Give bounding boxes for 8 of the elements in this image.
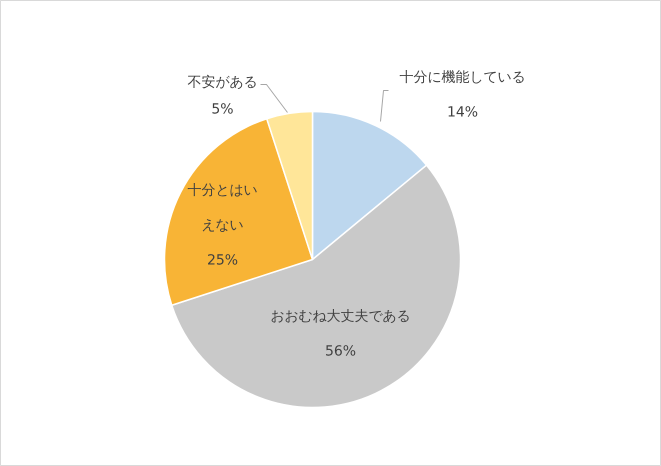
slice-label: 不安がある: [188, 74, 258, 90]
data-label: 5%: [211, 102, 234, 118]
slice-label: おおむね大丈夫である: [270, 308, 410, 324]
data-label: 14%: [446, 104, 478, 120]
category-label: 十分とはいえない: [188, 182, 258, 234]
data-label: 56%: [324, 344, 356, 360]
data-label: 25%: [206, 252, 238, 268]
slice-label: 十分に機能している: [400, 70, 526, 86]
